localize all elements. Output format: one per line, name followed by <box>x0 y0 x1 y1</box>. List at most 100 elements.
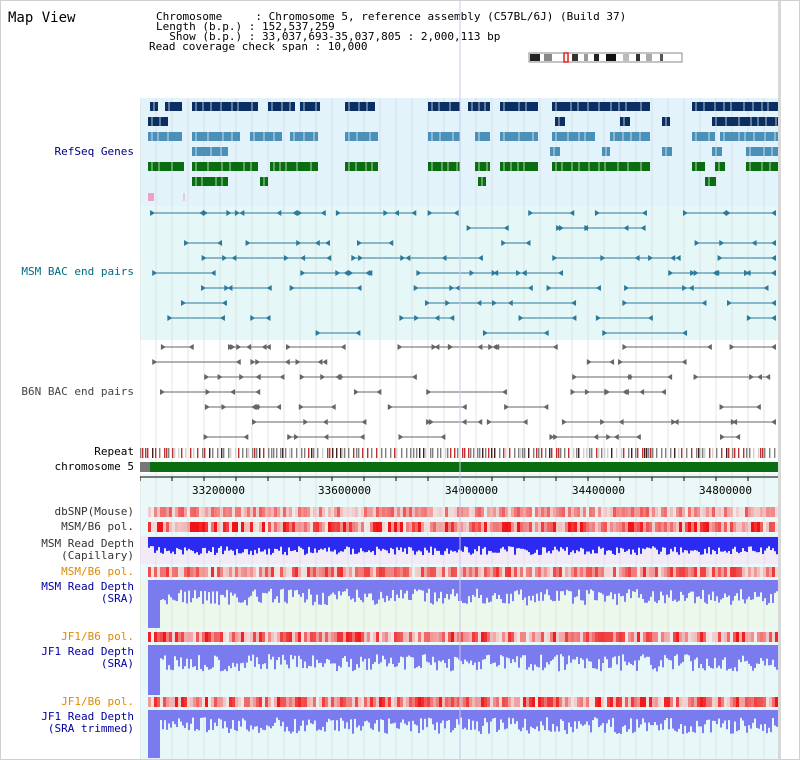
depth-bar <box>690 580 692 592</box>
depth-bar <box>710 645 712 668</box>
track-label-msm-depth-sra[interactable]: MSM Read Depth <box>41 580 134 593</box>
track-label-jf1-b6-pol[interactable]: JF1/B6 pol. <box>61 630 134 643</box>
heat-cell <box>613 507 616 517</box>
depth-bar <box>152 645 154 695</box>
depth-bar <box>280 710 282 727</box>
heat-cell <box>586 522 589 532</box>
heat-cell <box>607 522 610 532</box>
depth-bar <box>512 580 514 602</box>
depth-bar <box>552 580 554 602</box>
bac-end <box>528 210 534 216</box>
depth-bar <box>448 537 450 554</box>
track-label-refseq[interactable]: RefSeq Genes <box>54 145 134 158</box>
depth-bar <box>472 537 474 554</box>
depth-bar <box>350 580 352 600</box>
depth-bar <box>354 710 356 719</box>
bac-end <box>376 389 382 395</box>
depth-bar <box>444 537 446 552</box>
depth-bar <box>742 537 744 549</box>
heat-cell <box>217 632 220 642</box>
depth-bar <box>652 710 654 726</box>
depth-bar <box>204 580 206 591</box>
bac-end <box>594 210 600 216</box>
heat-cell <box>232 697 235 707</box>
heat-cell <box>589 567 592 577</box>
depth-bar <box>198 580 200 598</box>
track-label-dbsnp[interactable]: dbSNP(Mouse) <box>54 505 134 518</box>
repeat-mark <box>152 448 154 458</box>
heat-cell <box>346 522 349 532</box>
heat-cell <box>481 697 484 707</box>
depth-bar <box>750 537 752 547</box>
track-label-msm-bac[interactable]: MSM BAC end pairs <box>21 265 134 278</box>
depth-bar <box>378 645 380 664</box>
depth-bar <box>580 645 582 659</box>
track-label-jf1-depth-trim[interactable]: JF1 Read Depth <box>41 710 134 723</box>
heat-cell <box>394 632 397 642</box>
bac-end <box>525 240 531 246</box>
depth-bar <box>596 645 598 670</box>
depth-bar <box>152 580 154 628</box>
depth-bar <box>718 710 720 719</box>
track-label-msm-b6-pol[interactable]: MSM/B6 pol. <box>61 520 134 533</box>
track-label-chromosome[interactable]: chromosome 5 <box>54 460 134 473</box>
heat-cell <box>655 507 658 517</box>
heat-cell <box>310 567 313 577</box>
depth-bar <box>172 580 174 600</box>
heat-cell <box>157 697 160 707</box>
heat-cell <box>634 522 637 532</box>
track-label-msm-depth-sra-sub: (SRA) <box>100 592 134 605</box>
depth-bar <box>162 710 164 730</box>
depth-bar <box>338 537 340 553</box>
heat-cell <box>574 632 577 642</box>
chromosome-ideogram[interactable] <box>528 52 684 64</box>
depth-bar <box>374 710 376 724</box>
depth-bar <box>402 537 404 552</box>
heat-cell <box>547 632 550 642</box>
depth-bar <box>370 710 372 729</box>
track-label-msm-depth-cap[interactable]: MSM Read Depth <box>41 537 134 550</box>
depth-bar <box>380 580 382 592</box>
bac-end <box>482 330 488 336</box>
depth-bar <box>694 645 696 660</box>
genome-track-area[interactable]: 33200000 33600000 34000000 34400000 3480… <box>140 0 781 760</box>
heat-cell <box>427 567 430 577</box>
heat-cell <box>208 632 211 642</box>
repeat-mark <box>470 448 472 458</box>
repeat-mark <box>538 448 540 458</box>
depth-bar <box>358 645 360 668</box>
depth-bar <box>356 645 358 665</box>
depth-bar <box>406 645 408 657</box>
heat-cell <box>343 507 346 517</box>
track-label-repeat[interactable]: Repeat <box>94 445 134 458</box>
depth-bar <box>754 537 756 552</box>
depth-bar <box>360 645 362 657</box>
track-label-msm-b6-pol-2[interactable]: MSM/B6 pol. <box>61 565 134 578</box>
heat-cell <box>739 522 742 532</box>
depth-bar <box>276 710 278 718</box>
bac-end <box>771 300 776 306</box>
heat-cell <box>187 697 190 707</box>
depth-bar <box>266 645 268 669</box>
depth-bar <box>456 580 458 594</box>
repeat-mark <box>762 448 764 458</box>
depth-bar <box>290 645 292 655</box>
heat-cell <box>274 507 277 517</box>
track-label-jf1-depth-sra[interactable]: JF1 Read Depth <box>41 645 134 658</box>
depth-bar <box>602 645 604 664</box>
heat-cell <box>253 697 256 707</box>
heat-cell <box>748 522 751 532</box>
repeat-mark <box>202 448 204 458</box>
heat-cell <box>328 507 331 517</box>
heat-cell <box>178 567 181 577</box>
depth-bar <box>572 580 574 604</box>
repeat-mark <box>698 448 700 458</box>
depth-bar <box>406 580 408 591</box>
track-label-jf1-b6-pol-2[interactable]: JF1/B6 pol. <box>61 695 134 708</box>
depth-bar <box>708 710 710 720</box>
heat-cell <box>577 507 580 517</box>
repeat-mark <box>518 448 520 458</box>
track-label-b6n-bac[interactable]: B6N BAC end pairs <box>21 385 134 398</box>
depth-bar <box>426 580 428 593</box>
depth-bar <box>592 537 594 550</box>
